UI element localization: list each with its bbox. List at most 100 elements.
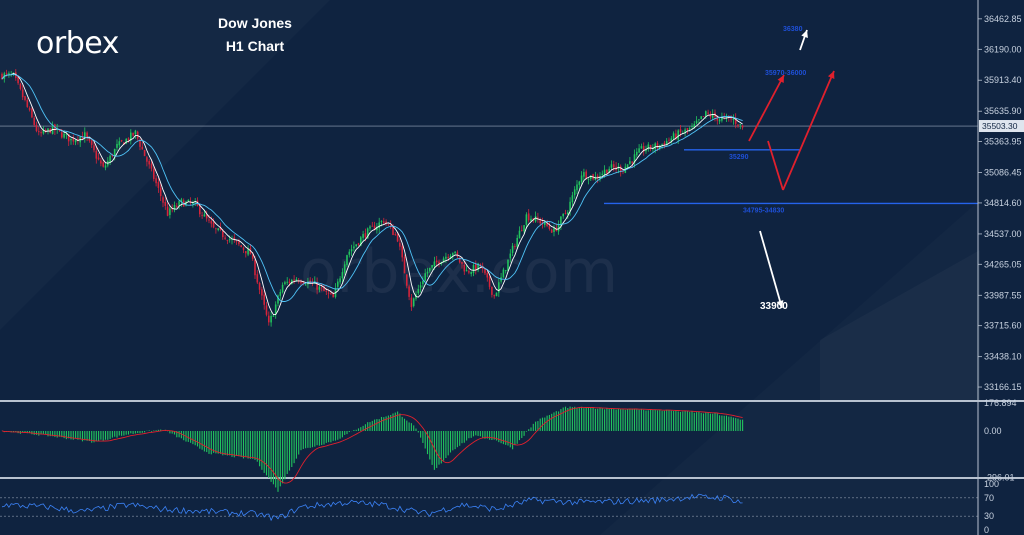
- brand-logo: orbex: [36, 26, 119, 61]
- candle-body: [433, 261, 436, 267]
- macd-tick-label: -296.01: [984, 473, 1015, 483]
- macd-tick-label: 0.00: [984, 426, 1002, 436]
- candle-body: [560, 216, 562, 226]
- candle-body: [127, 138, 130, 141]
- candle-body: [739, 124, 742, 125]
- target-arrow-head: [801, 30, 808, 38]
- candle-body: [468, 271, 470, 273]
- candle-body: [210, 220, 213, 224]
- candle-body: [346, 255, 348, 265]
- candle-body: [187, 199, 190, 202]
- candle-body: [631, 161, 633, 163]
- candle-body: [491, 286, 493, 295]
- current-price-label: 35503.30: [982, 121, 1018, 131]
- candle-body: [293, 279, 295, 281]
- candle-body: [143, 149, 146, 157]
- candle-body: [81, 136, 84, 139]
- candle-body: [387, 224, 390, 226]
- candle-body: [21, 89, 24, 98]
- candle-body: [224, 237, 226, 239]
- candle-body: [426, 271, 429, 274]
- candle-body: [61, 132, 63, 138]
- candle-body: [180, 199, 183, 203]
- candle-body: [576, 184, 578, 191]
- candle-body: [698, 119, 700, 121]
- candle-body: [732, 118, 735, 120]
- candle-body: [235, 240, 238, 242]
- candle-body: [118, 141, 121, 146]
- candle-body: [169, 208, 171, 215]
- candle-body: [396, 234, 399, 242]
- candle-body: [422, 281, 424, 285]
- bullish-arrow: [782, 70, 835, 191]
- candle-body: [256, 274, 259, 283]
- candle-body: [636, 151, 638, 156]
- candle-body: [35, 124, 38, 132]
- candle-body: [541, 221, 544, 224]
- candle-body: [454, 251, 456, 254]
- candle-body: [431, 265, 433, 268]
- y-tick-label: 34537.00: [984, 229, 1022, 239]
- candle-body: [564, 213, 567, 214]
- candle-body: [247, 249, 249, 255]
- y-tick-label: 36190.00: [984, 44, 1022, 54]
- pullback-path: [767, 140, 784, 191]
- current-price-tag: [979, 120, 1024, 133]
- candle-body: [217, 228, 219, 231]
- candle-body: [514, 246, 516, 248]
- candle-body: [42, 129, 45, 134]
- level-label: 35290: [729, 154, 749, 161]
- bullish-arrow-head: [827, 71, 835, 79]
- candle-body: [373, 225, 376, 230]
- y-tick-label: 33987.55: [984, 290, 1022, 300]
- rsi-line: [1, 493, 743, 522]
- rsi-tick-label: 30: [984, 511, 994, 521]
- target-label: 33900: [760, 301, 788, 312]
- candle-body: [567, 212, 569, 215]
- candle-body: [166, 206, 169, 216]
- candle-body: [449, 255, 452, 260]
- candle-body: [718, 119, 721, 122]
- candle-body: [279, 291, 282, 296]
- y-tick-label: 35913.40: [984, 75, 1022, 85]
- candle-body: [286, 281, 288, 283]
- candle-body: [693, 123, 696, 128]
- candle-body: [486, 272, 489, 278]
- candle-body: [504, 270, 507, 271]
- candle-body: [332, 293, 334, 298]
- ma-slow-line: [1, 73, 743, 302]
- candle-body: [254, 259, 256, 276]
- candle-body: [38, 131, 40, 133]
- y-tick-label: 35086.45: [984, 168, 1022, 178]
- candle-body: [102, 162, 104, 167]
- candle-body: [447, 256, 449, 258]
- candle-body: [63, 133, 65, 138]
- target-label: 36380: [783, 26, 803, 33]
- candle-body: [477, 263, 479, 271]
- chart-subtitle: H1 Chart: [225, 38, 285, 54]
- candle-body: [702, 116, 705, 117]
- candle-body: [406, 274, 408, 286]
- candle-body: [569, 201, 571, 212]
- candle-body: [47, 128, 49, 131]
- candle-body: [661, 143, 663, 145]
- candle-body: [610, 164, 613, 168]
- candle-body: [369, 226, 371, 229]
- candle-body: [470, 272, 472, 274]
- candle-body: [270, 316, 272, 323]
- candle-body: [633, 154, 636, 163]
- candle-body: [274, 304, 277, 315]
- candle-body: [67, 134, 70, 142]
- candle-body: [516, 237, 518, 247]
- candle-body: [164, 202, 167, 206]
- candle-body: [318, 286, 321, 290]
- candle-body: [171, 208, 173, 210]
- ma-fast-line: [1, 73, 743, 316]
- candle-body: [265, 305, 268, 315]
- candle-body: [523, 225, 525, 232]
- candle-body: [613, 164, 615, 168]
- candle-body: [90, 140, 93, 145]
- candle-body: [134, 130, 137, 135]
- candle-body: [509, 253, 512, 259]
